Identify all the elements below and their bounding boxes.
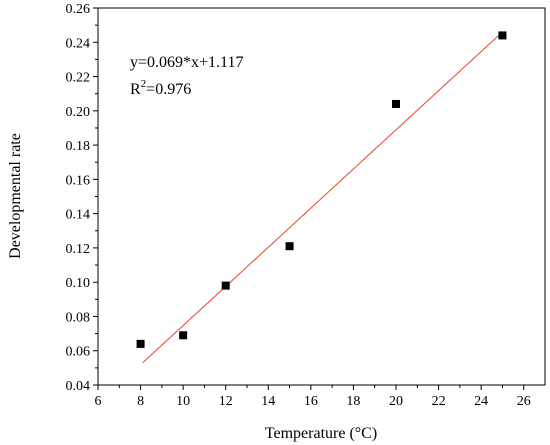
r-squared-superscript: 2: [141, 78, 147, 90]
y-tick-label: 0.18: [66, 139, 91, 154]
r-squared-label: R2=0.976: [130, 78, 191, 98]
x-tick-label: 20: [389, 394, 403, 409]
equation-label: y=0.069*x+1.117: [130, 54, 243, 71]
x-tick-label: 14: [261, 394, 275, 409]
y-axis: 0.04 0.06 0.08 0.10 0.12 0.14 0.16 0.18 0.20 0.22…: [66, 2, 98, 394]
r-squared-value: =0.976: [146, 81, 191, 98]
data-point: [179, 331, 188, 340]
y-tick-label: 0.16: [66, 173, 91, 188]
x-tick-label: 10: [176, 394, 190, 409]
y-tick-label: 0.08: [66, 310, 91, 325]
y-tick-label: 0.20: [66, 105, 91, 120]
y-tick-label: 0.26: [66, 2, 91, 17]
data-point: [221, 281, 230, 290]
x-axis-title: Temperature (°C): [265, 425, 377, 442]
data-points: [136, 31, 507, 348]
data-point: [392, 99, 400, 108]
y-tick-label: 0.10: [66, 276, 91, 291]
x-tick-label: 6: [95, 394, 102, 409]
y-tick-label: 0.06: [66, 345, 91, 360]
y-tick-label: 0.04: [66, 379, 91, 394]
y-axis-title: Developmental rate: [7, 133, 24, 259]
x-tick-label: 8: [137, 394, 144, 409]
r-squared-prefix: R: [130, 81, 141, 98]
x-tick-label: 26: [517, 394, 531, 409]
data-point: [498, 31, 507, 40]
x-tick-label: 12: [219, 394, 233, 409]
y-tick-label: 0.12: [66, 242, 91, 257]
y-tick-label: 0.22: [66, 71, 91, 86]
x-tick-label: 22: [432, 394, 446, 409]
y-tick-label: 0.24: [66, 36, 91, 51]
data-point: [136, 339, 145, 348]
fit-line: [142, 31, 503, 364]
data-point: [285, 242, 294, 251]
y-tick-label: 0.14: [66, 208, 91, 223]
x-tick-label: 16: [304, 394, 318, 409]
x-tick-label: 24: [474, 394, 488, 409]
regression-line: [142, 31, 503, 364]
x-axis: 6 8 10 12 14 16 18 20 22 24 26: [95, 385, 531, 409]
x-tick-label: 18: [346, 394, 360, 409]
